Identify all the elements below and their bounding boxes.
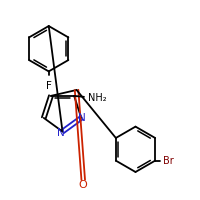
- Text: F: F: [46, 81, 52, 91]
- Text: N: N: [57, 128, 65, 138]
- Text: Br: Br: [163, 156, 174, 166]
- Text: NH₂: NH₂: [88, 93, 107, 103]
- Text: N: N: [78, 113, 86, 123]
- Text: O: O: [79, 180, 88, 190]
